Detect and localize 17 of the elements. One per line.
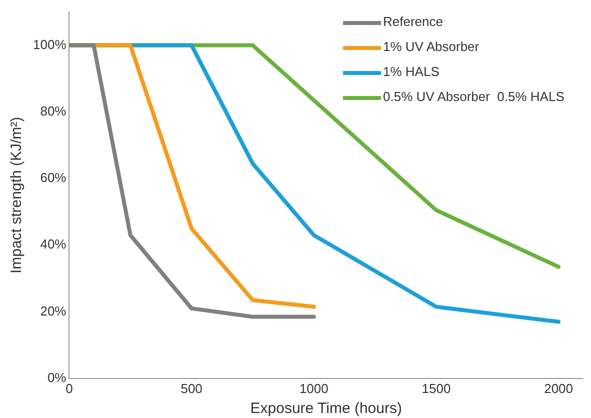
x-tick-label: 2000: [544, 380, 573, 396]
x-tick-label: 0: [66, 380, 73, 396]
y-tick-label: 60%: [40, 170, 67, 186]
y-tick-label: 80%: [40, 104, 67, 119]
x-axis-title: Exposure Time (hours): [250, 400, 402, 418]
x-tick-label: 1500: [422, 380, 451, 396]
y-tick-label: 40%: [40, 236, 67, 252]
y-tick-label: 20%: [40, 303, 67, 318]
y-axis-title: Impact strength (KJ/m²): [8, 116, 26, 274]
y-tick-label: 100%: [33, 36, 67, 52]
x-tick-label: 500: [180, 380, 202, 396]
legend-label: 1% UV Absorber: [383, 39, 480, 54]
y-tick-label: 0%: [47, 370, 67, 385]
legend-label: 1% HALS: [383, 64, 440, 79]
x-tick-label: 1000: [299, 380, 328, 396]
legend-label: Reference: [383, 14, 443, 29]
legend-label: 0.5% UV Absorber 0.5% HALS: [383, 89, 564, 104]
